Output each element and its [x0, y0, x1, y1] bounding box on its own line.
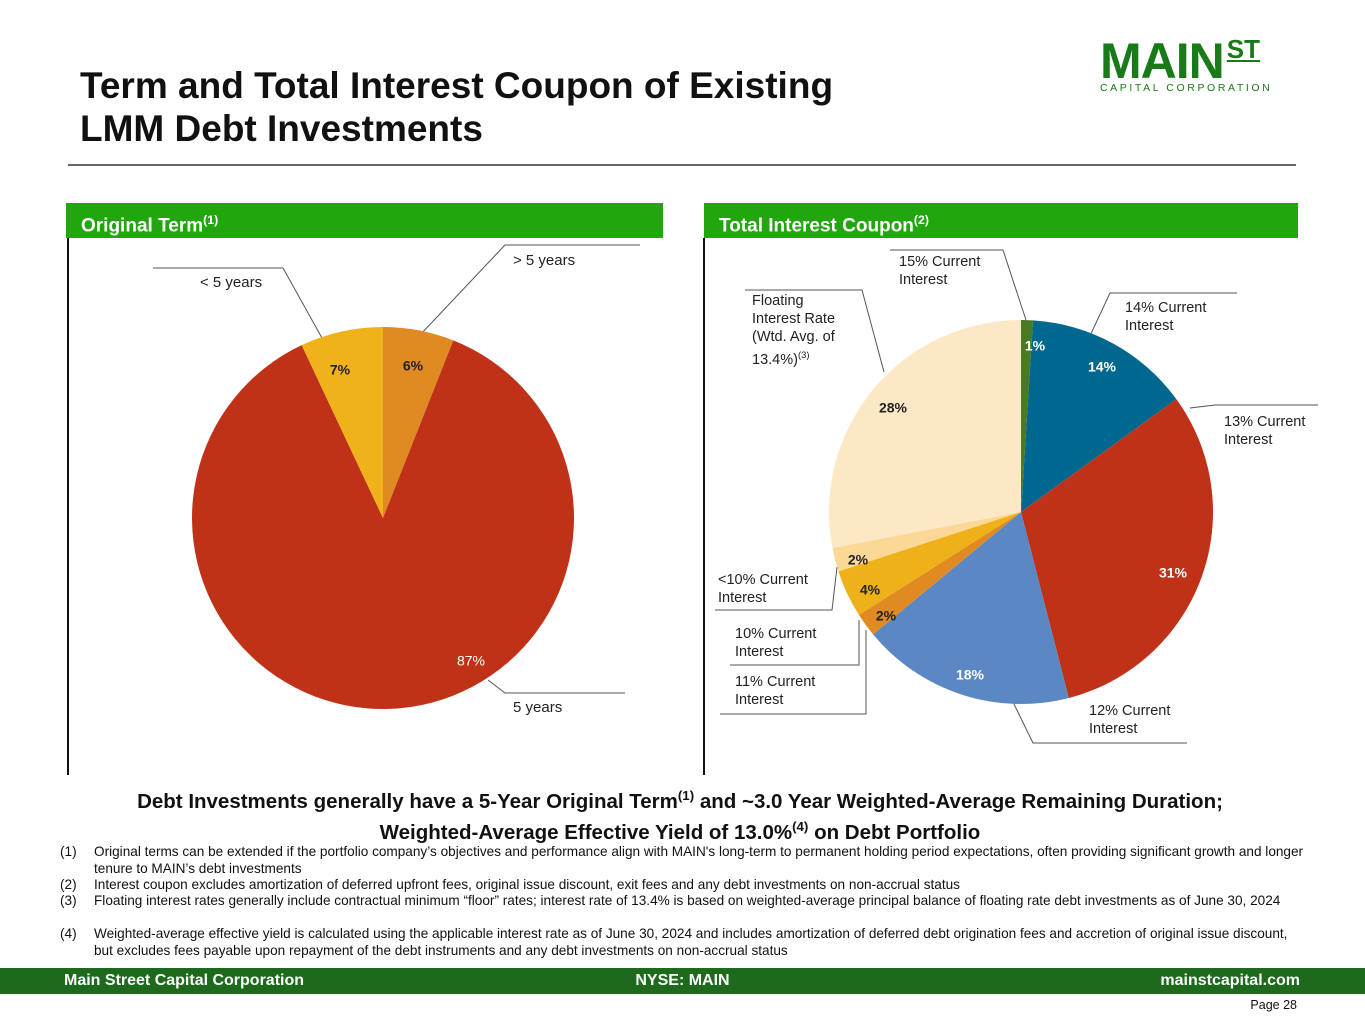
data-label: 2%	[876, 608, 897, 624]
panel-title: Total Interest Coupon	[719, 215, 914, 237]
logo-sub: CAPITAL CORPORATION	[1100, 82, 1273, 94]
category-label: 12% Current Interest	[1089, 702, 1189, 738]
logo-st: ST	[1226, 34, 1260, 64]
footnote: (1) Original terms can be extended if the…	[60, 844, 1305, 877]
summary-text: Debt Investments generally have a 5-Year…	[137, 789, 678, 813]
category-text: > 5 years	[513, 252, 576, 269]
category-text: Floating Interest Rate (Wtd. Avg. of 13.…	[752, 293, 836, 368]
footnote: (2) Interest coupon excludes amortization…	[60, 877, 1305, 894]
leader-line	[720, 630, 867, 715]
category-text: 13% Current Interest	[1224, 414, 1306, 448]
pie-slice	[832, 512, 1021, 572]
pie-slice	[301, 327, 383, 518]
logo-main: MAIN	[1100, 33, 1225, 89]
category-label: 11% Current Interest	[735, 673, 835, 709]
category-label: 10% Current Interest	[735, 625, 835, 661]
panel-header: Original Term(1)	[66, 203, 663, 238]
leader-line	[890, 249, 1027, 321]
data-label: 7%	[330, 362, 351, 378]
summary-text: and ~3.0 Year Weighted-Average Remaining…	[379, 789, 1223, 844]
category-label: 15% Current Interest	[899, 253, 999, 289]
data-label: 14%	[1088, 359, 1117, 375]
leader-line	[1189, 404, 1318, 409]
leader-line	[715, 566, 838, 611]
data-label: 28%	[879, 400, 908, 416]
leader-line	[487, 679, 625, 694]
data-label: 18%	[956, 667, 985, 683]
pie-slice	[858, 512, 1021, 635]
panel-border	[67, 238, 69, 775]
pie-slice	[829, 320, 1021, 548]
slide-title: Term and Total Interest Coupon of Existi…	[80, 64, 833, 150]
category-label: 13% Current Interest	[1224, 413, 1324, 449]
data-label: 87%	[457, 653, 485, 669]
pie-slice	[1021, 399, 1213, 698]
category-label: Floating Interest Rate (Wtd. Avg. of 13.…	[752, 292, 852, 369]
pie-slice	[873, 512, 1069, 704]
summary: Debt Investments generally have a 5-Year…	[100, 783, 1260, 845]
leader-line	[419, 244, 640, 336]
footer-center: NYSE: MAIN	[635, 972, 730, 989]
note-ref: (1)	[677, 788, 695, 803]
leader-line	[153, 267, 323, 339]
category-label: 14% Current Interest	[1125, 299, 1225, 335]
page-number: Page 28	[1250, 998, 1297, 1012]
pie-slice	[383, 327, 454, 518]
category-label: <10% Current Interest	[718, 571, 818, 607]
footnote: (4) Weighted-average effective yield is c…	[60, 926, 1305, 959]
logo: MAIN ST CAPITAL CORPORATION	[1100, 32, 1278, 94]
footnote-number: (3)	[60, 893, 77, 908]
category-text: 5 years	[513, 699, 563, 716]
leader-lines	[153, 244, 1318, 744]
footnote: (3) Floating interest rates generally inc…	[60, 893, 1305, 910]
footnote-text: Floating interest rates generally includ…	[94, 893, 1281, 908]
pie-slice	[1021, 320, 1034, 512]
note-ref: (2)	[913, 213, 930, 227]
pie-slice	[838, 512, 1021, 615]
footnote-number: (2)	[60, 877, 77, 892]
data-label: 1%	[1025, 338, 1046, 354]
category-text: < 5 years	[200, 274, 263, 291]
data-label: 31%	[1159, 565, 1188, 581]
pie-slice	[191, 340, 574, 709]
title-line: LMM Debt Investments	[80, 108, 483, 149]
category-text: <10% Current Interest	[718, 572, 808, 606]
footnote-text: Original terms can be extended if the po…	[94, 844, 1304, 876]
category-text: 15% Current Interest	[899, 254, 981, 288]
note-ref: (4)	[792, 818, 809, 834]
data-label: 6%	[403, 358, 424, 374]
title-line: Term and Total Interest Coupon of Existi…	[80, 65, 834, 106]
panel-title: Original Term	[81, 215, 204, 237]
category-label: < 5 years	[200, 274, 320, 292]
category-label: > 5 years	[513, 252, 633, 270]
category-text: 11% Current Interest	[735, 674, 816, 708]
leader-line	[1011, 699, 1187, 744]
footnote-number: (4)	[60, 926, 77, 941]
footnote-text: Weighted-average effective yield is calc…	[94, 926, 1288, 958]
leader-line	[745, 289, 885, 373]
footer-left: Main Street Capital Corporation	[64, 972, 305, 989]
divider	[68, 164, 1296, 166]
category-label: 5 years	[513, 699, 633, 717]
data-label: 4%	[860, 582, 881, 598]
note-ref: (3)	[797, 349, 810, 360]
note-ref: (1)	[203, 213, 219, 227]
category-text: 10% Current Interest	[735, 626, 817, 660]
panel-border	[703, 238, 705, 775]
leader-line	[1087, 292, 1237, 341]
footnote-text: Interest coupon excludes amortization of…	[94, 877, 960, 892]
pie-slice	[1021, 320, 1177, 512]
summary-text: on Debt Portfolio	[808, 820, 981, 844]
category-text: 12% Current Interest	[1089, 703, 1171, 737]
data-label: 2%	[848, 552, 869, 568]
footnote-number: (1)	[60, 844, 77, 859]
footer-right: mainstcapital.com	[1160, 972, 1300, 989]
footer: Main Street Capital Corporation NYSE: MA…	[0, 968, 1365, 994]
panel-header: Total Interest Coupon(2)	[704, 203, 1298, 238]
category-text: 14% Current Interest	[1125, 300, 1207, 334]
leader-line	[730, 620, 860, 666]
